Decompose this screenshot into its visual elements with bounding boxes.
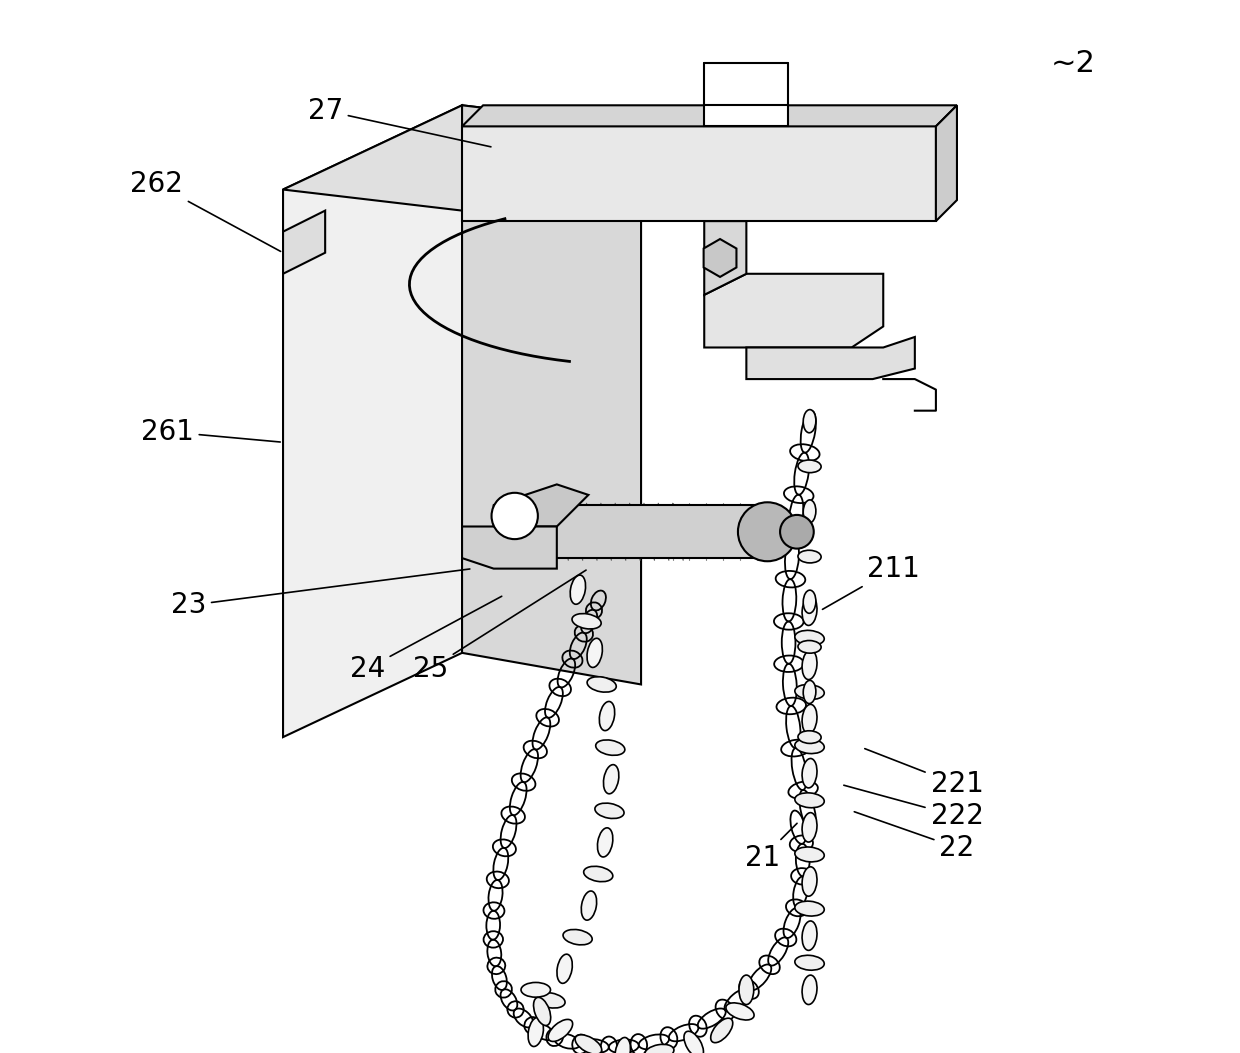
Ellipse shape (645, 1045, 673, 1053)
Polygon shape (463, 105, 641, 684)
Ellipse shape (598, 828, 613, 857)
Ellipse shape (739, 975, 754, 1005)
Ellipse shape (684, 1031, 703, 1053)
Polygon shape (463, 105, 957, 126)
Polygon shape (283, 211, 325, 274)
Polygon shape (494, 484, 589, 526)
Ellipse shape (533, 997, 551, 1026)
Polygon shape (283, 105, 641, 211)
Polygon shape (936, 105, 957, 221)
Polygon shape (704, 105, 789, 126)
Ellipse shape (804, 590, 816, 613)
Circle shape (738, 502, 797, 561)
Ellipse shape (802, 975, 817, 1005)
Polygon shape (704, 274, 883, 347)
Ellipse shape (802, 867, 817, 896)
Ellipse shape (557, 954, 573, 984)
Ellipse shape (802, 596, 817, 625)
Ellipse shape (802, 650, 817, 679)
Ellipse shape (802, 813, 817, 842)
Ellipse shape (587, 638, 603, 668)
Text: 25: 25 (413, 570, 587, 682)
Ellipse shape (595, 740, 625, 755)
Ellipse shape (711, 1018, 733, 1042)
Ellipse shape (587, 677, 616, 692)
Ellipse shape (528, 1017, 543, 1047)
Ellipse shape (804, 500, 816, 523)
Polygon shape (463, 126, 936, 221)
Ellipse shape (599, 701, 615, 731)
Ellipse shape (521, 982, 551, 997)
Ellipse shape (584, 867, 613, 881)
Ellipse shape (802, 704, 817, 734)
Ellipse shape (725, 1002, 754, 1020)
Circle shape (780, 515, 813, 549)
Ellipse shape (548, 1019, 573, 1041)
Ellipse shape (799, 731, 821, 743)
Ellipse shape (799, 640, 821, 653)
Ellipse shape (795, 738, 825, 754)
Ellipse shape (795, 684, 825, 699)
Ellipse shape (563, 930, 593, 945)
Text: 27: 27 (308, 97, 491, 146)
Ellipse shape (802, 758, 817, 788)
Text: 22: 22 (854, 812, 975, 861)
Ellipse shape (799, 460, 821, 473)
Text: 23: 23 (171, 569, 470, 619)
Text: 21: 21 (744, 823, 797, 872)
Ellipse shape (615, 1037, 630, 1053)
Ellipse shape (802, 921, 817, 951)
Ellipse shape (572, 614, 601, 629)
Circle shape (491, 493, 538, 539)
Text: 262: 262 (130, 171, 280, 252)
Ellipse shape (795, 901, 825, 916)
Ellipse shape (795, 847, 825, 862)
Ellipse shape (604, 764, 619, 794)
Ellipse shape (795, 793, 825, 808)
Ellipse shape (795, 955, 825, 970)
Ellipse shape (570, 575, 585, 604)
Polygon shape (283, 105, 463, 737)
Text: ~2: ~2 (1050, 48, 1095, 78)
Polygon shape (746, 337, 915, 379)
Polygon shape (494, 505, 768, 558)
Ellipse shape (595, 803, 624, 818)
Ellipse shape (804, 680, 816, 703)
Ellipse shape (804, 410, 816, 433)
Text: 261: 261 (141, 418, 280, 445)
Text: 222: 222 (843, 786, 983, 830)
Ellipse shape (582, 891, 596, 920)
Ellipse shape (536, 993, 565, 1008)
Ellipse shape (795, 631, 825, 645)
Text: 24: 24 (350, 596, 502, 682)
Polygon shape (703, 239, 737, 277)
Polygon shape (463, 526, 557, 569)
Text: 221: 221 (864, 749, 983, 798)
Ellipse shape (575, 1035, 601, 1053)
Text: 211: 211 (822, 555, 920, 610)
Ellipse shape (799, 551, 821, 563)
Polygon shape (704, 221, 746, 295)
